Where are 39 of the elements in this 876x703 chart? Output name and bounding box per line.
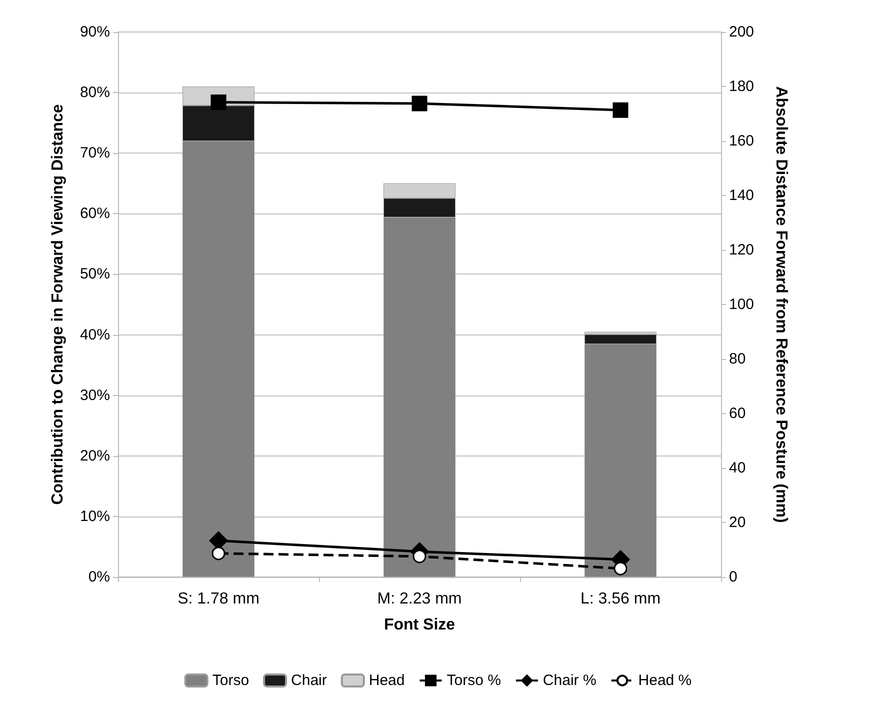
legend-label: Torso % xyxy=(446,672,501,689)
y2-tick-label: 60 xyxy=(729,405,746,422)
y-tick-label: 30% xyxy=(80,386,110,404)
point xyxy=(612,102,628,118)
point xyxy=(412,550,426,564)
x-tick-label: L: 3.56 mm xyxy=(580,590,661,608)
legend-label: Torso xyxy=(212,672,250,689)
legend-label: Chair xyxy=(291,672,327,689)
y2-tick-label: 0 xyxy=(729,568,738,586)
y-tick-label: 60% xyxy=(80,205,110,222)
y-tick-label: 10% xyxy=(80,508,110,525)
y-tick-label: 70% xyxy=(80,144,110,162)
legend-label: Chair % xyxy=(542,672,596,689)
y2-tick-label: 200 xyxy=(729,24,754,40)
y2-tick-label: 100 xyxy=(729,296,754,313)
y-tick-label: 20% xyxy=(80,447,110,464)
legend-label: Head % xyxy=(638,672,692,689)
x-tick-label: S: 1.78 mm xyxy=(178,590,260,608)
y-axis-title: Contribution to Change in Forward Viewing Distance xyxy=(50,104,66,505)
y-tick-label: 90% xyxy=(80,24,110,40)
x-tick-label: M: 2.23 mm xyxy=(377,590,462,608)
y2-tick-label: 140 xyxy=(729,187,754,204)
y2-tick-label: 120 xyxy=(729,242,754,258)
point xyxy=(212,546,226,560)
x-axis-title: Font Size xyxy=(384,616,456,634)
y2-tick-label: 20 xyxy=(729,514,746,531)
y-tick-label: 40% xyxy=(80,326,110,344)
legend-label: Head xyxy=(368,672,405,689)
point xyxy=(210,94,226,110)
y2-axis-title: Absolute Distance Forward from Reference Posture (mm) xyxy=(772,86,790,523)
y2-tick-label: 40 xyxy=(729,460,746,476)
point xyxy=(614,562,628,576)
point xyxy=(412,96,428,112)
y-tick-label: 80% xyxy=(80,84,110,102)
y2-tick-label: 80 xyxy=(729,350,746,368)
y-tick-label: 0% xyxy=(88,568,110,586)
y2-tick-label: 160 xyxy=(729,132,754,150)
y-tick-label: 50% xyxy=(80,266,110,283)
y2-tick-label: 180 xyxy=(729,78,754,95)
